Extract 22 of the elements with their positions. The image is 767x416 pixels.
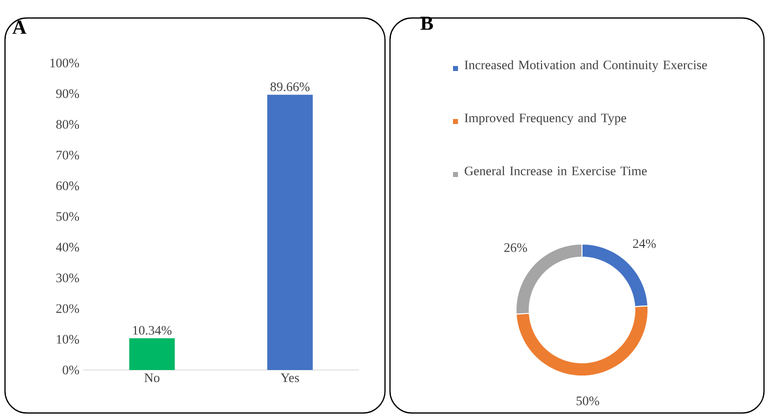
data-label: 89.66% [270,82,310,92]
y-tick-label: 80% [56,120,80,129]
y-tick-label: 90% [56,89,80,98]
x-tick-label: Yes [280,374,299,382]
y-tick-label: 30% [56,274,80,282]
y-tick-label: 100% [50,58,80,68]
data-label: 26% [504,243,528,252]
data-label: 24% [633,239,656,248]
x-tick-label: No [144,374,160,382]
legend-label: Improved Frequency and Type [464,113,626,125]
chart-title: A [12,20,26,34]
y-tick-label: 10% [56,334,80,344]
data-label: 50% [576,396,600,406]
y-tick-label: 20% [56,304,80,313]
legend-label: General Increase in Exercise Time [464,166,647,176]
y-tick-label: 0% [62,366,80,374]
y-tick-label: 70% [56,150,80,160]
legend-label: Increased Motivation and Continuity Exercise [464,60,707,72]
data-label: 10.34% [133,326,172,335]
y-tick-label: 40% [56,242,80,252]
y-tick-label: 50% [56,212,80,221]
y-tick-label: 60% [56,181,80,190]
